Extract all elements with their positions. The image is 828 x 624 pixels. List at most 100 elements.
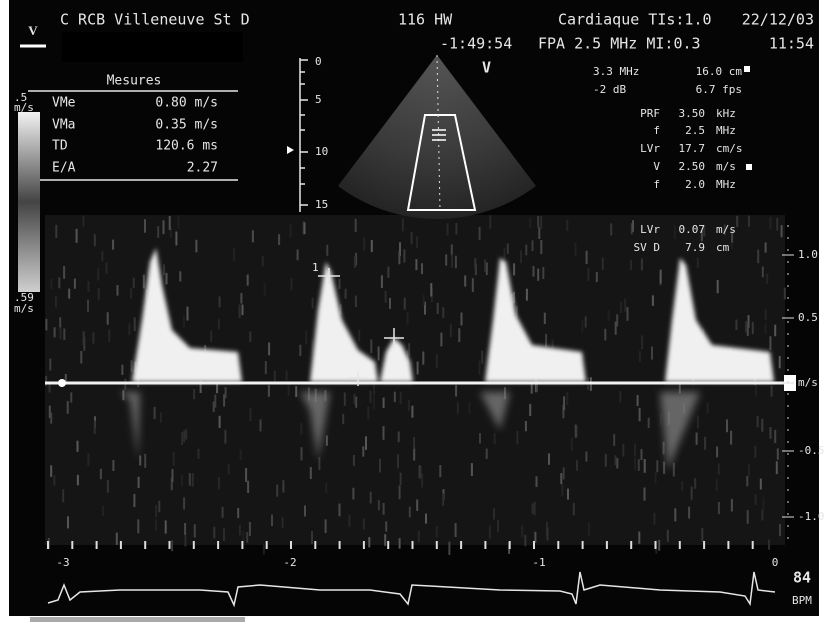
speckle: [624, 299, 626, 312]
doppler-label: f: [653, 124, 660, 137]
speckle: [181, 475, 183, 487]
speckle: [765, 242, 767, 252]
time-label: -1: [532, 556, 545, 569]
speckle: [634, 458, 636, 471]
speckle: [50, 413, 52, 424]
speckle: [413, 437, 415, 449]
speckle: [299, 345, 301, 356]
speckle: [420, 467, 422, 478]
speckle: [184, 523, 186, 535]
speckle: [596, 272, 598, 282]
doppler-value: 3.50: [679, 107, 706, 120]
speckle: [383, 426, 385, 440]
speckle: [398, 432, 400, 443]
speckle: [121, 365, 123, 375]
speckle: [263, 545, 265, 555]
speckle: [461, 313, 463, 326]
speckle: [318, 457, 320, 470]
speckle: [563, 396, 565, 410]
speckle: [70, 392, 72, 402]
speckle: [297, 250, 299, 261]
speckle: [282, 517, 284, 528]
speckle: [525, 421, 527, 431]
speckle: [378, 347, 380, 361]
speckle: [76, 229, 78, 243]
speckle: [326, 436, 328, 446]
speckle: [185, 429, 187, 439]
speckle: [370, 340, 372, 354]
imaging-param: -2 dB: [593, 83, 626, 96]
speckle: [416, 236, 418, 248]
speckle: [278, 234, 280, 245]
speckle: [304, 222, 306, 234]
doppler-value: 2.5: [685, 124, 705, 137]
speckle: [400, 392, 402, 404]
speckle: [116, 533, 118, 545]
speckle: [354, 394, 356, 405]
doppler-label: f: [653, 178, 660, 191]
speckle: [663, 442, 665, 455]
speckle: [436, 354, 438, 368]
sample-unit: m/s: [716, 223, 736, 236]
speckle: [222, 507, 224, 518]
speckle: [418, 531, 420, 542]
speckle: [68, 289, 70, 299]
speckle: [183, 497, 185, 509]
speckle: [399, 538, 401, 549]
speckle: [486, 262, 488, 275]
speckle: [457, 402, 459, 414]
ultrasound-screen: 1 1.00.5m/s-0.5-1.0 -3-2-10 84 BPM V 0 5…: [0, 0, 828, 624]
measure-value: 120.6 ms: [155, 139, 218, 154]
speckle: [681, 481, 683, 491]
time-label: 0: [772, 556, 779, 569]
speckle: [137, 519, 139, 533]
speckle: [532, 240, 534, 251]
speckle: [60, 327, 62, 339]
sample-value: 0.07: [679, 223, 706, 236]
speckle: [745, 321, 747, 333]
frame: 116 HW: [398, 11, 453, 29]
speckle: [774, 430, 776, 443]
speckle: [172, 469, 174, 482]
speckle: [326, 245, 328, 256]
speckle: [403, 249, 405, 262]
speckle: [494, 433, 496, 444]
speckle: [471, 463, 473, 476]
heart-rate: 84: [793, 569, 811, 587]
sample-value: 7.9: [685, 241, 705, 254]
speckle: [777, 448, 779, 459]
speckle: [571, 437, 573, 451]
speckle: [455, 256, 457, 269]
site: C RCB Villeneuve St D: [60, 11, 250, 29]
speckle: [770, 427, 772, 439]
speckle: [615, 322, 617, 335]
speckle: [62, 489, 64, 502]
speckle: [718, 502, 720, 514]
speckle: [542, 267, 544, 279]
speckle: [766, 274, 768, 284]
speckle: [385, 291, 387, 303]
speckle: [641, 335, 643, 349]
speckle: [83, 216, 85, 227]
speckle: [300, 423, 302, 435]
speckle: [325, 482, 327, 493]
speckle: [566, 220, 568, 231]
speckle: [404, 298, 406, 310]
speckle: [707, 403, 709, 414]
speckle: [381, 275, 383, 288]
speckle: [55, 296, 57, 307]
heart-rate-unit: BPM: [792, 594, 812, 607]
speckle: [588, 523, 590, 536]
speckle: [567, 489, 569, 500]
speckle: [310, 467, 312, 479]
doppler-unit: MHz: [716, 178, 736, 191]
speckle: [344, 393, 346, 406]
speckle: [385, 521, 387, 531]
measurements-title: Mesures: [107, 74, 162, 89]
speckle: [691, 487, 693, 500]
depth-label: 15: [315, 198, 328, 211]
speckle: [757, 416, 759, 427]
speckle: [425, 514, 427, 524]
speckle: [378, 500, 380, 510]
speckle: [67, 401, 69, 414]
